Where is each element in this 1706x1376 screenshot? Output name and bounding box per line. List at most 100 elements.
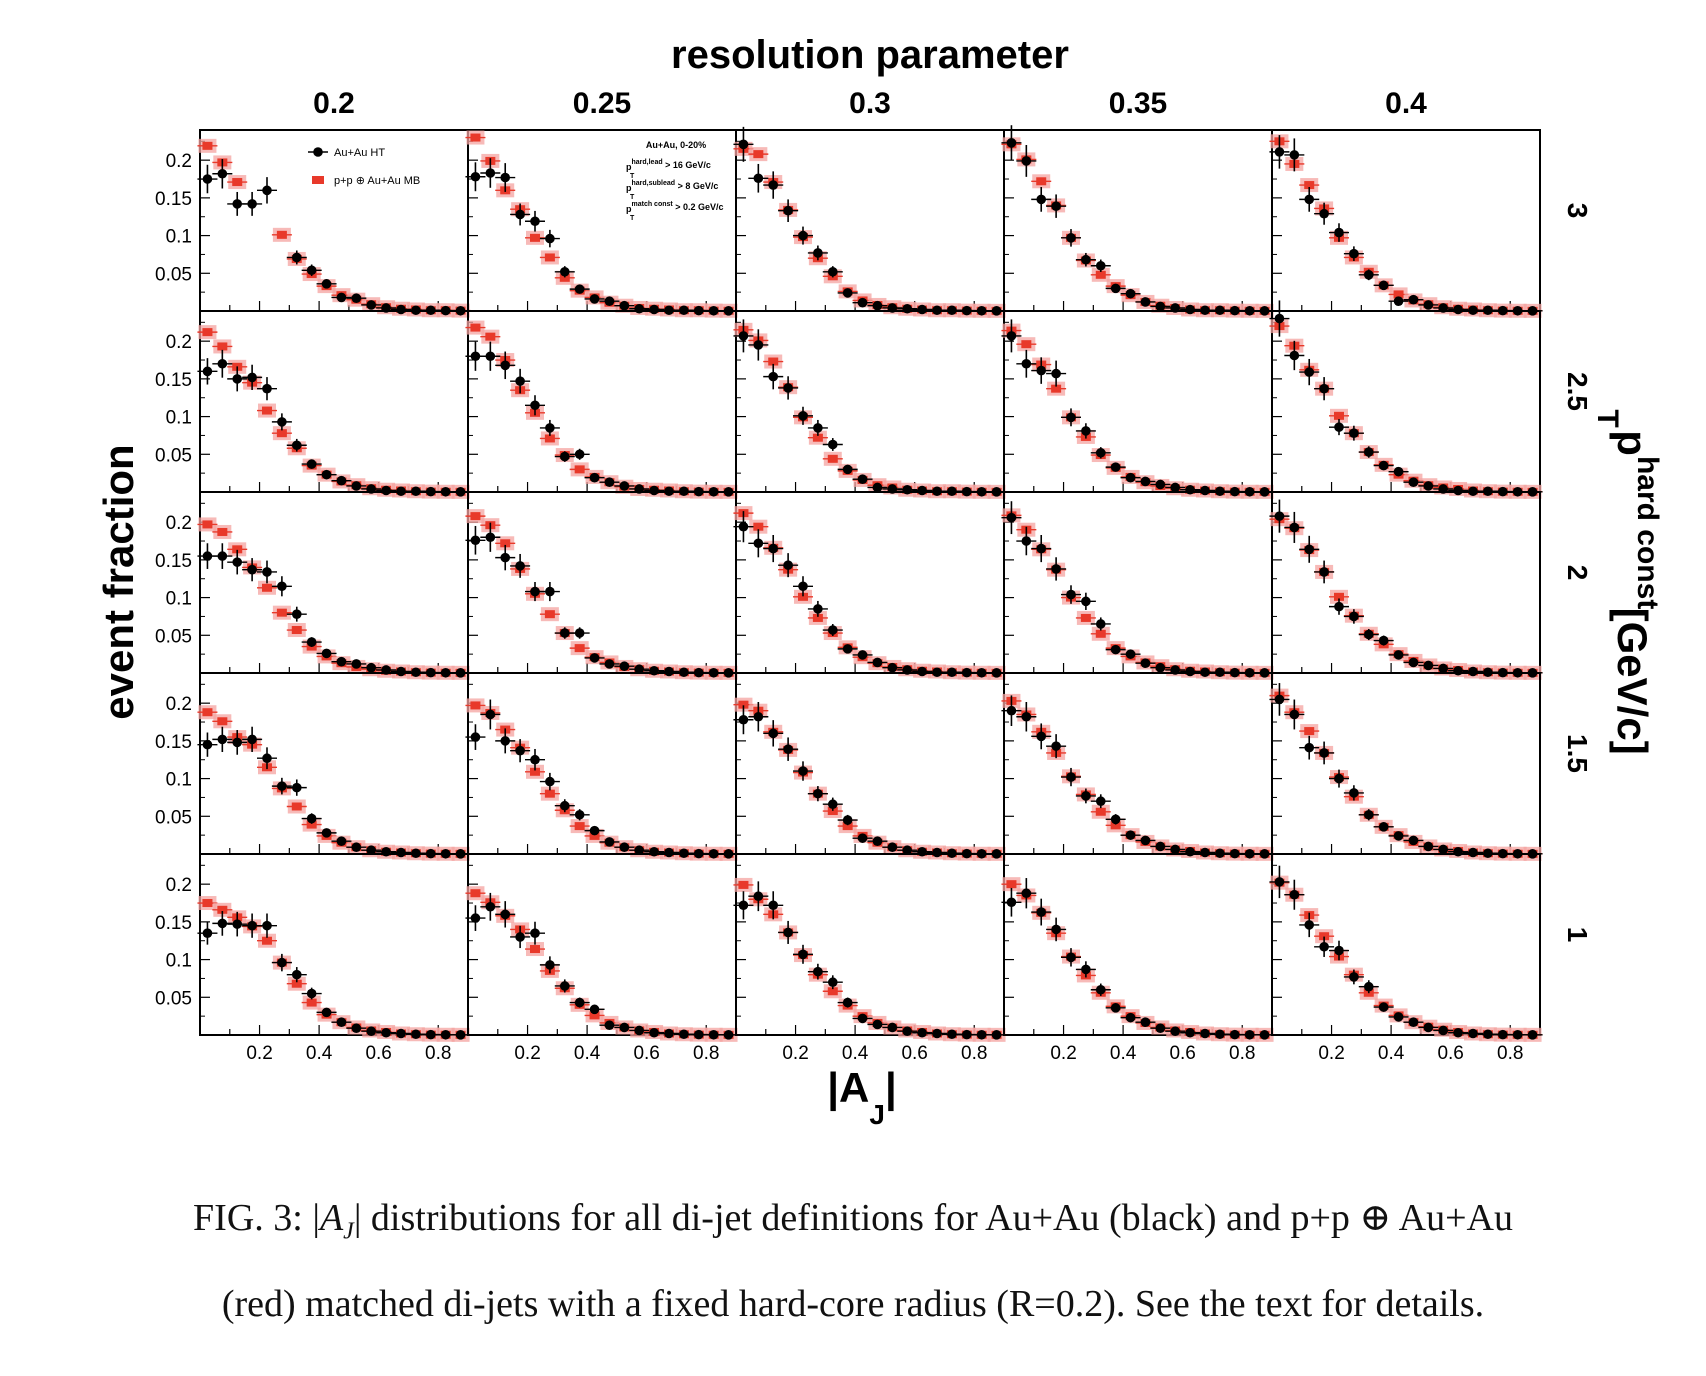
auau-point	[857, 650, 868, 660]
auau-point	[336, 836, 347, 846]
cut-symbol: p	[626, 204, 632, 214]
auau-point	[1363, 981, 1374, 992]
x-tick-label: 0.6	[1437, 1043, 1463, 1064]
auau-point	[351, 481, 362, 491]
pp-point	[276, 230, 287, 239]
auau-point	[1408, 835, 1419, 846]
auau-point	[723, 1030, 734, 1040]
auau-point	[1140, 297, 1151, 307]
auau-point	[1453, 485, 1463, 496]
panel-r1-c0-25: 0.2 0.4 0.6 0.8	[465, 853, 739, 1064]
x-tick-label: 0.4	[1378, 1043, 1405, 1064]
pp-point	[1095, 629, 1106, 638]
auau-point	[545, 586, 555, 597]
auau-point	[1155, 841, 1166, 852]
panel-frame	[735, 491, 1005, 674]
auau-point	[753, 538, 764, 549]
auau-point	[1021, 358, 1032, 369]
y-tick-label: 0.15	[155, 551, 192, 572]
auau-point	[202, 928, 213, 938]
auau-point	[202, 551, 213, 561]
pp-point	[1304, 181, 1315, 190]
auau-point	[1289, 522, 1300, 533]
auau-point	[842, 815, 853, 825]
auau-point	[932, 1028, 942, 1039]
auau-point	[1140, 1017, 1151, 1027]
row-label-2-5: 2.5	[1562, 372, 1593, 411]
auau-point	[872, 657, 883, 668]
auau-point	[1393, 831, 1404, 841]
auau-point	[277, 781, 287, 791]
column-header-0-3: 0.3	[849, 87, 891, 120]
auau-point	[247, 920, 257, 931]
auau-point	[1066, 412, 1076, 423]
column-header-0-35: 0.35	[1109, 87, 1167, 120]
pp-point	[589, 1011, 600, 1020]
auau-point	[217, 358, 228, 369]
auau-point	[976, 1029, 987, 1040]
auau-point	[619, 661, 630, 672]
pp-point	[812, 433, 823, 442]
pp-point	[1080, 613, 1091, 622]
auau-point	[1304, 920, 1315, 930]
auau-point	[277, 581, 287, 592]
panel-r2-c0-3	[733, 491, 1007, 680]
auau-point	[217, 918, 228, 929]
pp-point	[470, 323, 481, 332]
auau-point	[574, 809, 585, 820]
panel-frame	[467, 310, 737, 493]
auau-point	[1081, 254, 1091, 265]
auau-point	[961, 1029, 972, 1040]
auau-point	[500, 552, 511, 563]
x-tick-label: 0.2	[782, 1043, 808, 1064]
auau-point	[381, 846, 391, 857]
auau-point	[1349, 611, 1359, 622]
pp-point	[291, 979, 302, 988]
panel-r2-c0-2: 0.2 0.15 0.1 0.05	[155, 491, 471, 680]
auau-point	[738, 331, 749, 341]
auau-point	[1021, 888, 1032, 899]
auau-point	[217, 551, 228, 561]
auau-point	[1200, 847, 1210, 858]
panel-r3-c0-4	[1269, 129, 1543, 318]
x-tick-label: 0.4	[306, 1043, 333, 1064]
auau-point	[783, 383, 793, 393]
auau-point	[783, 744, 793, 754]
auau-point	[1423, 660, 1434, 671]
auau-point	[559, 628, 570, 638]
pp-point	[544, 789, 555, 798]
pp-point	[276, 429, 287, 438]
panel-frame	[1271, 129, 1541, 312]
pp-point	[291, 626, 302, 635]
y-tick-label: 0.2	[166, 332, 192, 353]
auau-point	[589, 653, 600, 663]
panel-frame	[1271, 491, 1541, 674]
auau-point	[425, 1029, 436, 1040]
auau-point	[530, 400, 540, 411]
y-tick-label: 0.15	[155, 189, 192, 210]
auau-point	[783, 205, 793, 216]
column-header-0-25: 0.25	[573, 87, 631, 120]
pp-point	[1319, 932, 1330, 941]
auau-point	[1125, 472, 1136, 483]
auau-point	[396, 847, 406, 858]
pp-point	[544, 610, 555, 619]
x-tick-label: 0.6	[633, 1043, 659, 1064]
auau-point	[306, 265, 317, 276]
figure-caption: FIG. 3: |AJ| distributions for all di-je…	[0, 1182, 1706, 1340]
pp-point	[589, 831, 600, 840]
auau-point	[381, 1027, 391, 1038]
auau-point	[1095, 984, 1106, 995]
auau-point	[1215, 1029, 1225, 1040]
auau-point	[1155, 301, 1166, 312]
auau-point	[1036, 907, 1047, 917]
auau-point	[247, 734, 257, 745]
auau-point	[232, 374, 243, 384]
auau-point	[1095, 619, 1106, 629]
row-label-2: 2	[1562, 565, 1593, 581]
auau-point	[1170, 1026, 1181, 1037]
auau-point	[917, 304, 927, 315]
auau-point	[917, 1027, 927, 1038]
auau-point	[1006, 897, 1017, 908]
auau-point	[1066, 589, 1076, 600]
